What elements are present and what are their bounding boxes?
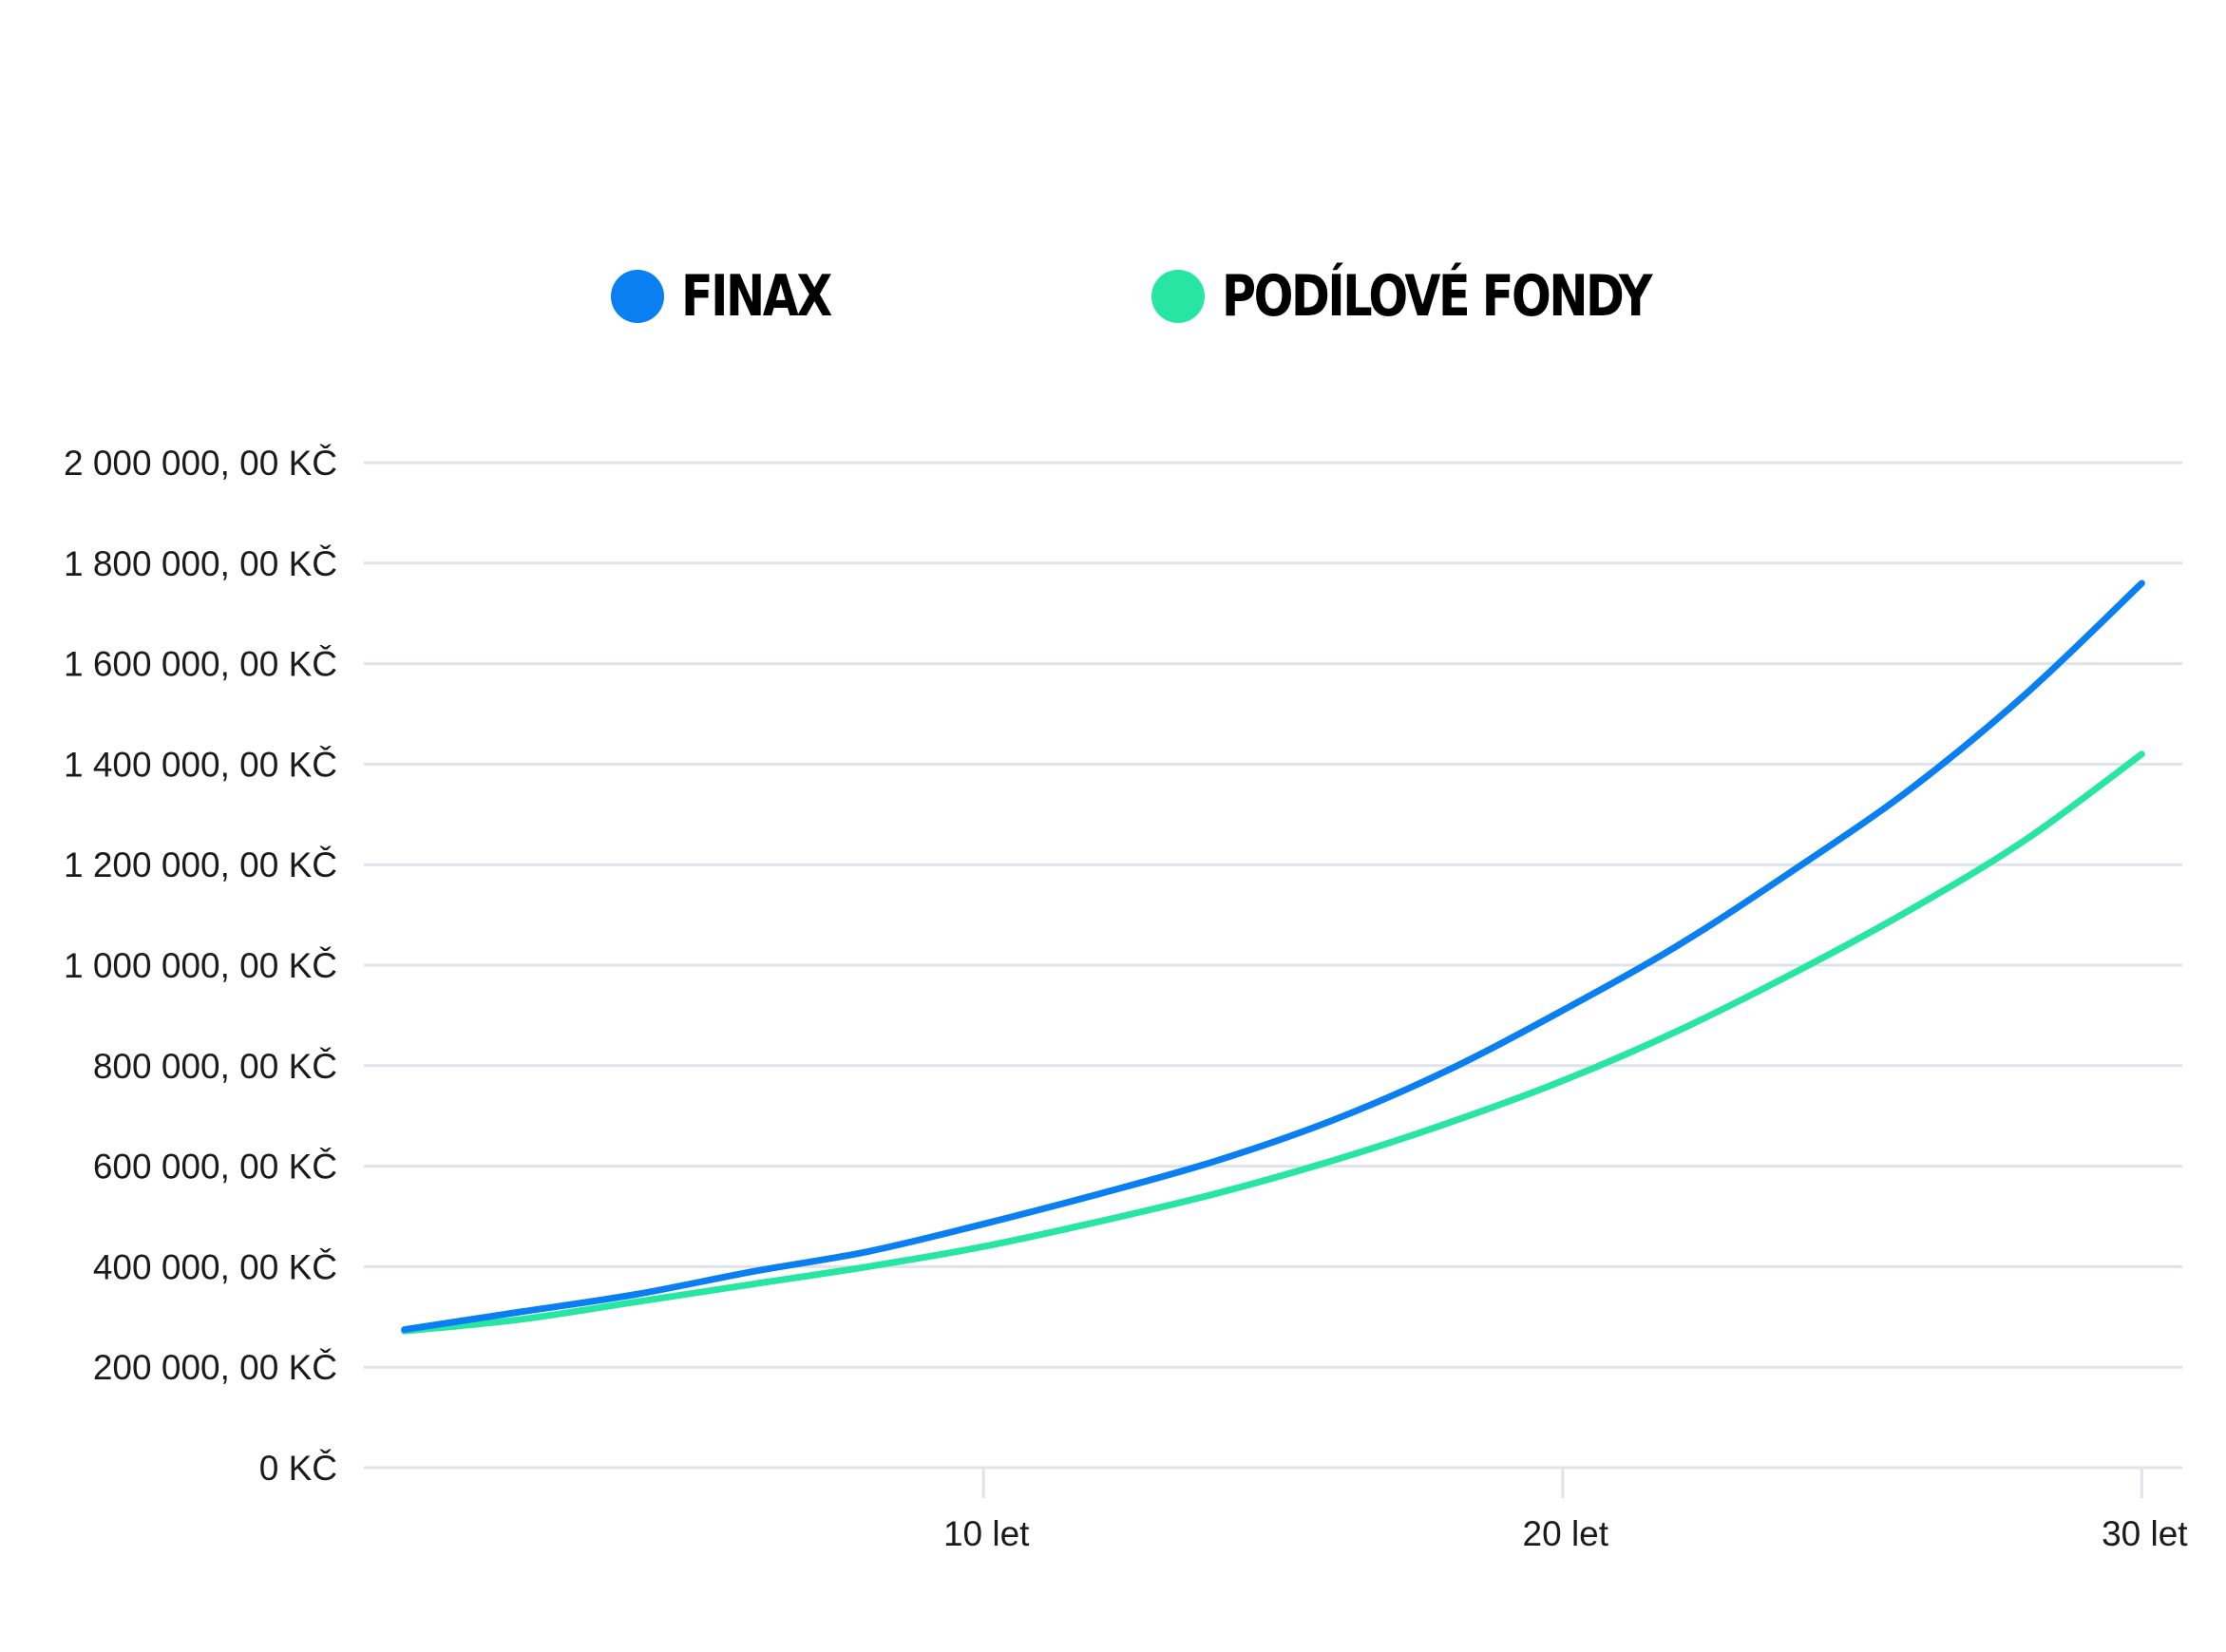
y-tick-label-7: 1 400 000, 00 KČ <box>64 745 337 784</box>
y-tick-label-5: 1 000 000, 00 KČ <box>64 946 337 985</box>
y-tick-label-8: 1 600 000, 00 KČ <box>64 645 337 684</box>
chart-legend: FINAX PODÍLOVÉ FONDY <box>0 258 2226 334</box>
y-tick-label-6: 1 200 000, 00 KČ <box>64 845 337 884</box>
legend-dot-podilove-fondy <box>1151 270 1205 323</box>
legend-item-podilove-fondy: PODÍLOVÉ FONDY <box>1151 258 1744 334</box>
y-tick-label-2: 400 000, 00 KČ <box>93 1247 337 1286</box>
legend-item-finax: FINAX <box>611 258 863 334</box>
y-tick-label-3: 600 000, 00 KČ <box>93 1148 337 1187</box>
y-tick-label-9: 1 800 000, 00 KČ <box>64 544 337 583</box>
y-tick-label-4: 800 000, 00 KČ <box>93 1047 337 1086</box>
grid-lines <box>364 461 2182 1470</box>
legend-dot-finax <box>611 270 664 323</box>
series-lines <box>401 579 2145 1335</box>
y-tick-label-10: 2 000 000, 00 KČ <box>64 444 337 483</box>
legend-label-podilove-fondy: PODÍLOVÉ FONDY <box>1222 263 1652 330</box>
x-axis-ticks: 10 let 20 let 30 let <box>943 1468 2188 1553</box>
y-axis-ticks: 0 KČ 200 000, 00 KČ 400 000, 00 KČ 600 000,… <box>64 444 337 1488</box>
series-line-1 <box>401 750 2145 1335</box>
x-tick-label-2: 30 let <box>2102 1514 2188 1553</box>
x-tick-label-1: 20 let <box>1523 1514 1609 1553</box>
y-tick-label-0: 0 KČ <box>259 1449 337 1488</box>
series-line-0 <box>401 579 2145 1334</box>
x-tick-label-0: 10 let <box>943 1514 1030 1553</box>
legend-label-finax: FINAX <box>681 263 832 330</box>
y-tick-label-1: 200 000, 00 KČ <box>93 1348 337 1387</box>
